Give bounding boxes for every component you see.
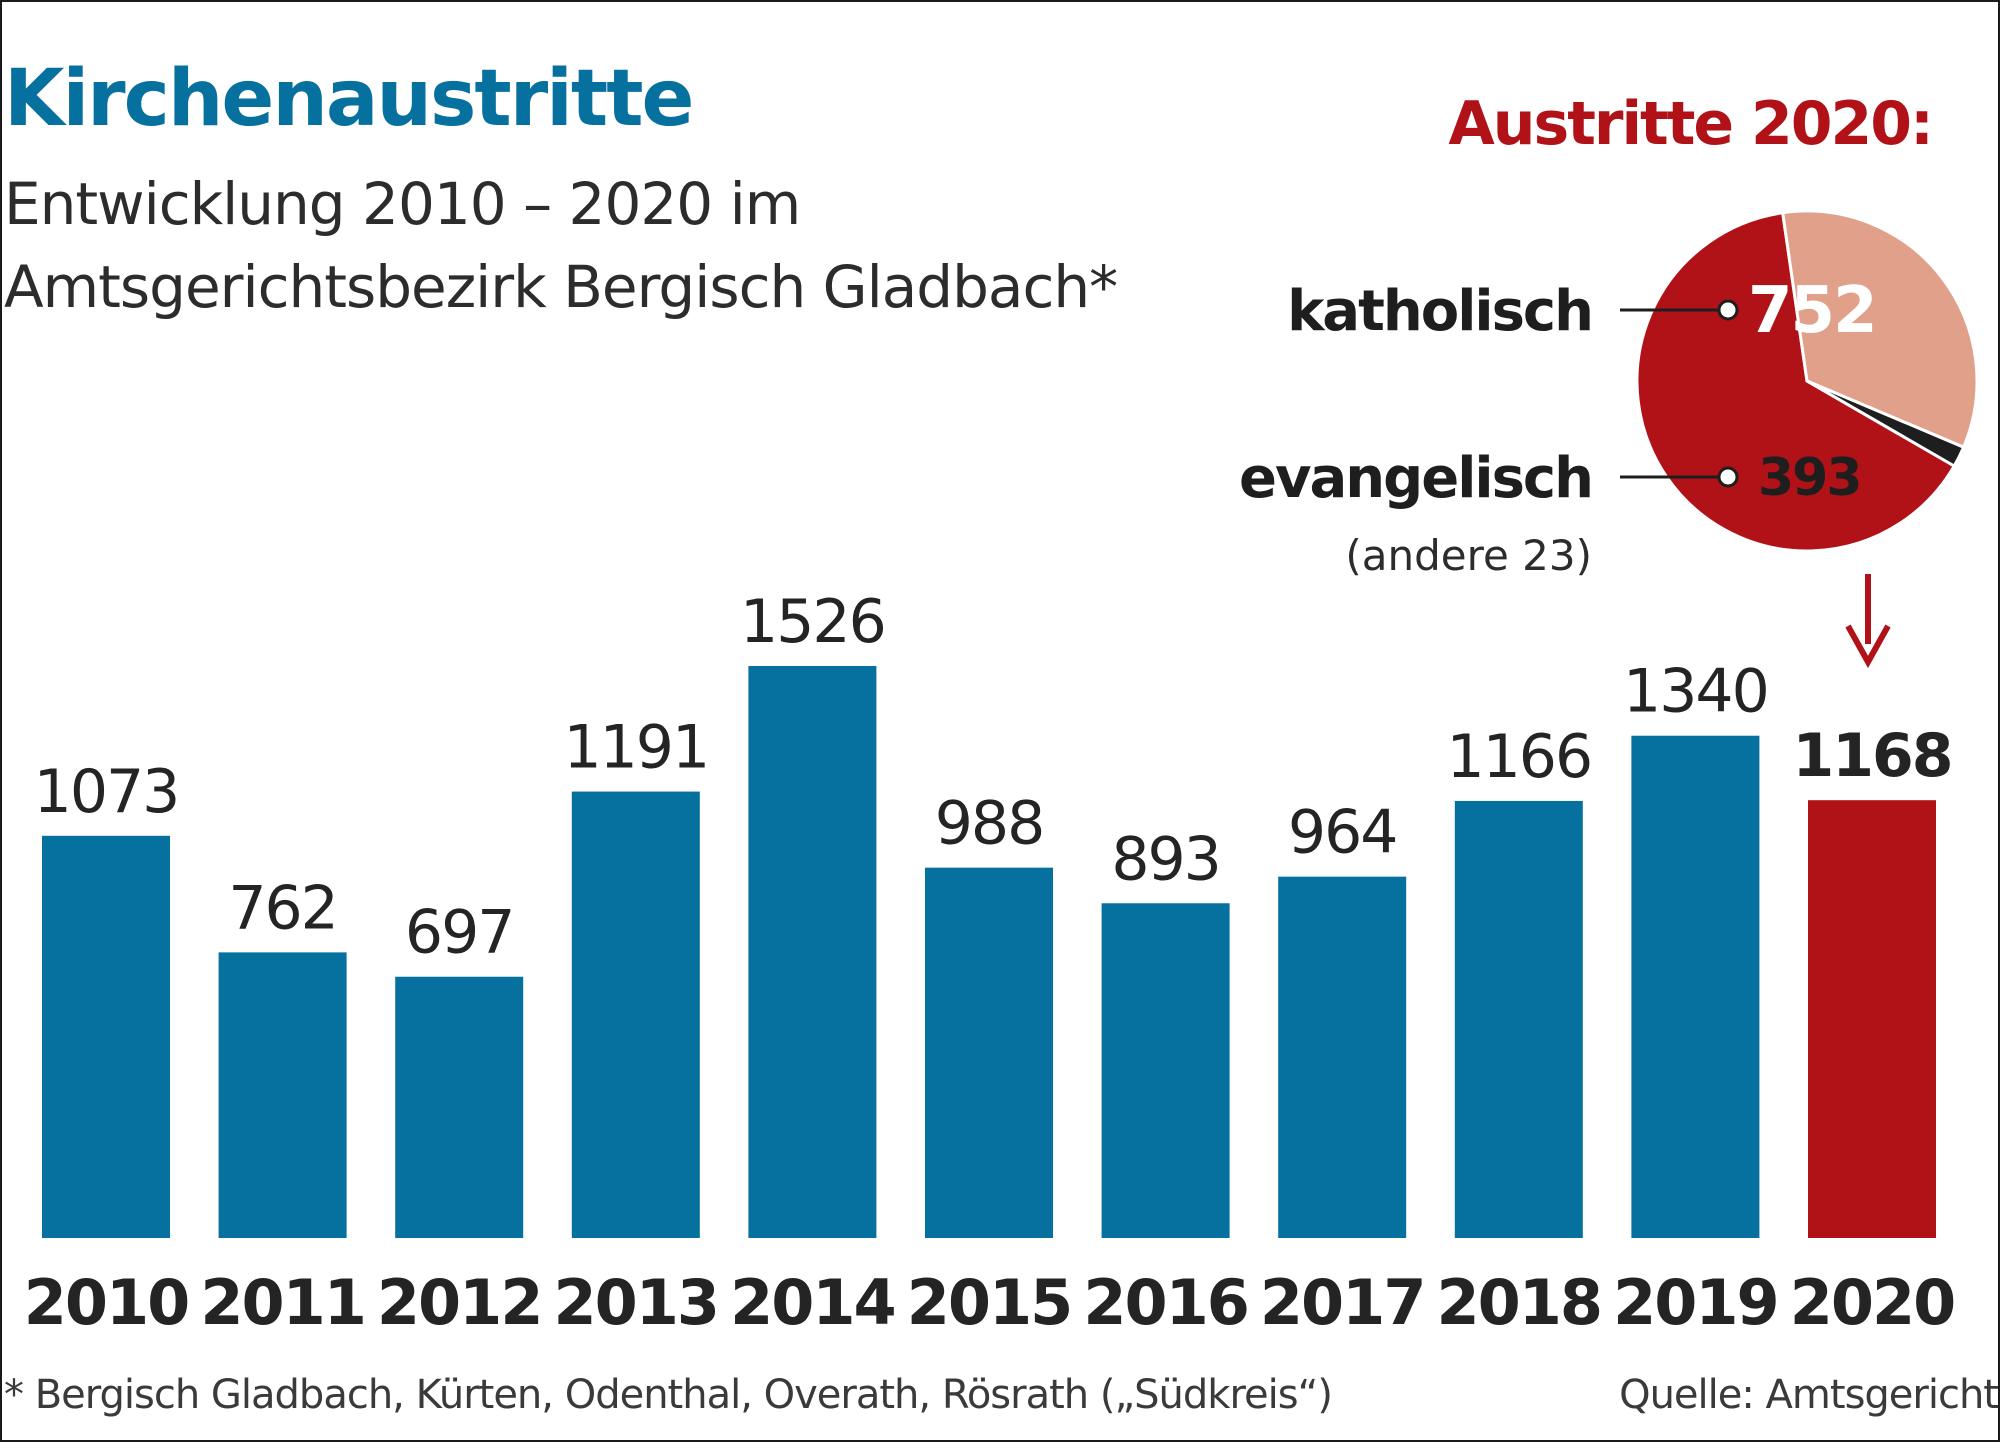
chart-subtitle-line2: Amtsgerichtsbezirk Bergisch Gladbach* [4,253,1117,321]
leader-dot-catholic [1717,299,1739,321]
bar-2010 [42,835,170,1238]
category-label-2015: 2015 [907,1266,1072,1339]
bar-series: 1073 2010 762 2011 697 2012 1191 2013 1526 2014 98… [24,587,1957,1339]
category-label-2014: 2014 [730,1266,895,1339]
bar-value-label-2016: 893 [1111,824,1220,894]
category-label-2012: 2012 [377,1266,542,1339]
chart-subtitle-line1: Entwicklung 2010 – 2020 im [4,170,800,238]
bar-value-label-2012: 697 [405,898,514,968]
source-note: Quelle: Amtsgericht [1619,1372,1998,1418]
category-label-2020: 2020 [1790,1266,1955,1339]
bar-2012 [395,976,524,1238]
category-label-2016: 2016 [1083,1266,1248,1339]
pie-value-catholic: 752 [1748,274,1876,348]
footnote: * Bergisch Gladbach, Kürten, Odenthal, O… [4,1372,1332,1418]
pie-slice-protestant [1781,209,1979,450]
pie-label-other: (andere 23) [1345,531,1592,580]
bar-value-label-2019: 1340 [1623,657,1768,727]
category-label-2011: 2011 [200,1266,365,1339]
category-label-2017: 2017 [1260,1266,1425,1339]
pie-label-catholic: katholisch [1287,279,1592,344]
bar-2014 [748,666,877,1238]
bar-2017 [1278,876,1407,1238]
pie-label-protestant: evangelisch [1239,446,1592,511]
bar-value-label-2017: 964 [1288,798,1397,868]
category-label-2019: 2019 [1613,1266,1778,1339]
bar-2016 [1101,903,1230,1238]
category-label-2013: 2013 [554,1266,719,1339]
bar-value-label-2015: 988 [935,789,1044,859]
bar-2019 [1631,735,1760,1238]
arrow-down-icon [1845,624,1891,669]
bar-value-label-2011: 762 [228,873,337,943]
category-label-2010: 2010 [24,1266,189,1339]
pie-title: Austritte 2020: [1448,89,1932,159]
pie-slice-other [1806,379,1966,469]
bar-value-label-2018: 1166 [1446,722,1591,792]
bar-value-label-2014: 1526 [740,587,885,657]
bar-2013 [571,791,700,1238]
category-label-2018: 2018 [1437,1266,1602,1339]
chart-title: Kirchenaustritte [4,54,692,144]
bar-2011 [218,952,347,1238]
pie-chart [1635,209,1979,553]
leader-dot-protestant [1717,466,1739,488]
bar-value-label-2010: 1073 [34,757,179,827]
bar-2018 [1454,800,1583,1238]
bar-value-label-2020: 1168 [1793,721,1952,791]
bar-value-label-2013: 1191 [563,713,708,783]
bar-2020 [1808,800,1936,1238]
bar-2015 [925,867,1053,1238]
pie-value-protestant: 393 [1758,448,1861,508]
